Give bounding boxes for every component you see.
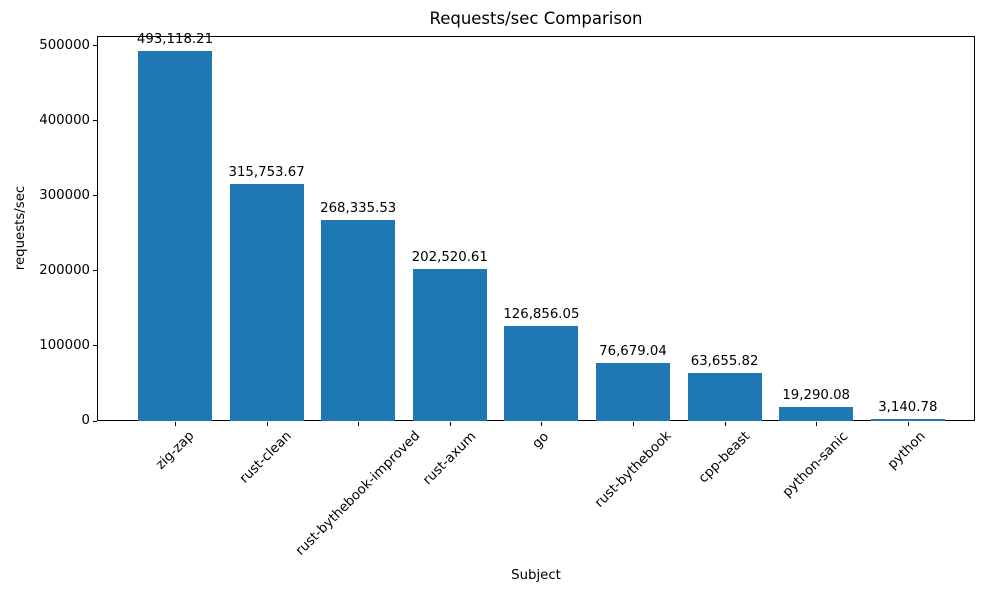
x-tick-mark: [633, 422, 634, 426]
x-tick-label: zig-zap: [152, 428, 197, 474]
y-tick-label: 400000: [39, 112, 90, 128]
y-axis-label: requests/sec: [13, 185, 29, 271]
bar-rust-bythebook: [596, 363, 670, 421]
x-tick-label: rust-bythebook: [591, 428, 674, 512]
bar-go: [504, 325, 579, 421]
bar-python-sanic: [779, 406, 854, 421]
bar-value-label: 493,118.21: [136, 32, 214, 48]
bar-python: [870, 418, 945, 421]
y-tick-label: 0: [81, 413, 90, 428]
y-tick-mark: [93, 120, 97, 122]
y-tick-mark: [93, 420, 97, 422]
bar-value-label: 3,140.78: [878, 399, 938, 415]
x-tick-mark: [816, 422, 818, 426]
x-tick-label: rust-bythebook-improved: [292, 428, 423, 560]
x-tick-mark: [175, 422, 176, 426]
y-tick-label: 100000: [39, 337, 90, 353]
bar-value-label: 126,856.05: [503, 306, 580, 322]
x-tick-label: python-sanic: [780, 429, 852, 501]
y-tick-mark: [93, 195, 97, 197]
x-tick-mark: [724, 422, 726, 426]
bar-value-label: 63,655.82: [690, 354, 759, 370]
x-tick-label: cpp-beast: [695, 429, 753, 487]
bar-cpp-beast: [687, 373, 762, 421]
x-tick-label: python: [885, 429, 929, 473]
bar-value-label: 268,335.53: [320, 200, 397, 216]
x-tick-mark: [358, 422, 360, 426]
x-tick-mark: [266, 422, 268, 426]
y-tick-mark: [93, 345, 97, 347]
x-tick-mark: [449, 422, 451, 426]
y-tick-label: 200000: [39, 262, 90, 278]
bar-rust-clean: [229, 184, 304, 421]
bar-rust-axum: [412, 269, 487, 421]
bar-zig-zap: [138, 51, 212, 421]
bar-value-label: 202,520.61: [411, 250, 488, 266]
x-tick-label: rust-axum: [420, 428, 479, 488]
x-tick-label: rust-clean: [237, 429, 295, 487]
y-tick-mark: [93, 270, 97, 272]
bar-value-label: 315,753.67: [228, 165, 305, 181]
x-tick-mark: [907, 422, 909, 426]
bar-value-label: 76,679.04: [599, 344, 667, 360]
chart-title: Requests/sec Comparison: [429, 9, 643, 28]
y-tick-mark: [93, 45, 97, 47]
y-tick-label: 300000: [39, 187, 90, 203]
x-tick-label: go: [529, 429, 552, 452]
bar-rust-bythebook-improved: [321, 219, 396, 421]
x-tick-mark: [541, 422, 543, 426]
y-tick-label: 500000: [39, 37, 90, 53]
bar-value-label: 19,290.08: [782, 387, 851, 403]
x-axis-label: Subject: [511, 568, 561, 583]
